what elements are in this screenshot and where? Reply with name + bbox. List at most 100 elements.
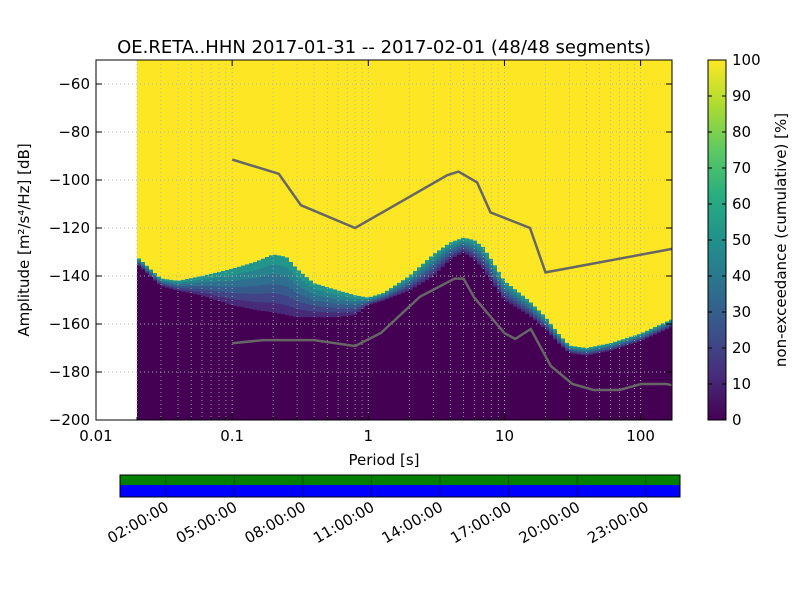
heatmap-cell-mid bbox=[196, 282, 202, 286]
heatmap-cell-mid bbox=[168, 281, 174, 284]
heatmap-cell-mid bbox=[556, 335, 562, 338]
heatmap-cell-mid bbox=[360, 298, 366, 302]
heatmap-cell-mid bbox=[552, 335, 558, 338]
heatmap-cell-mid bbox=[136, 259, 142, 262]
heatmap-cell-high bbox=[532, 60, 538, 307]
heatmap-cell-mid bbox=[348, 311, 354, 316]
heatmap-cell-low bbox=[228, 304, 234, 420]
heatmap-cell-mid bbox=[200, 285, 206, 290]
heatmap-cell-mid bbox=[508, 291, 514, 296]
heatmap-cell-mid bbox=[160, 284, 166, 287]
heatmap-cell-mid bbox=[584, 352, 590, 355]
heatmap-cell-low bbox=[656, 332, 662, 420]
heatmap-cell-mid bbox=[196, 288, 202, 293]
heatmap-cell-mid bbox=[176, 280, 182, 283]
heatmap-cell-mid bbox=[640, 333, 646, 336]
heatmap-cell-mid bbox=[572, 349, 578, 352]
heatmap-cell-mid bbox=[452, 253, 458, 258]
heatmap-cell-high bbox=[320, 60, 326, 286]
heatmap-cell-mid bbox=[404, 282, 410, 285]
heatmap-cell-mid bbox=[140, 261, 146, 264]
heatmap-cell-mid bbox=[428, 273, 434, 278]
heatmap-cell-mid bbox=[520, 305, 526, 309]
heatmap-cell-mid bbox=[532, 306, 538, 310]
heatmap-cell-low bbox=[452, 256, 458, 420]
heatmap-cell-mid bbox=[488, 276, 494, 281]
heatmap-cell-mid bbox=[372, 297, 378, 300]
heatmap-cell-mid bbox=[180, 289, 186, 292]
heatmap-cell-mid bbox=[576, 346, 582, 349]
heatmap-cell-mid bbox=[244, 300, 250, 309]
heatmap-cell-mid bbox=[528, 304, 534, 308]
heatmap-cell-mid bbox=[644, 336, 650, 339]
heatmap-cell-high bbox=[416, 60, 422, 268]
heatmap-cell-mid bbox=[556, 338, 562, 341]
heatmap-cell-low bbox=[168, 288, 174, 420]
heatmap-cell-mid bbox=[212, 281, 218, 287]
heatmap-cell-mid bbox=[272, 264, 278, 275]
heatmap-cell-mid bbox=[608, 344, 614, 346]
heatmap-cell-mid bbox=[296, 309, 302, 318]
heatmap-cell-mid bbox=[212, 277, 218, 283]
heatmap-cell-mid bbox=[140, 267, 146, 270]
heatmap-cell-mid bbox=[448, 247, 454, 251]
heatmap-cell-mid bbox=[636, 338, 642, 341]
heatmap-cell-mid bbox=[604, 347, 610, 350]
heatmap-cell-mid bbox=[552, 328, 558, 332]
heatmap-cell-mid bbox=[384, 290, 390, 293]
heatmap-cell-high bbox=[588, 60, 594, 348]
heatmap-cell-low bbox=[524, 313, 530, 420]
heatmap-cell-mid bbox=[620, 340, 626, 343]
heatmap-cell-mid bbox=[524, 301, 530, 305]
heatmap-cell-mid bbox=[532, 317, 538, 321]
heatmap-cell-mid bbox=[268, 274, 274, 284]
heatmap-cell-mid bbox=[376, 299, 382, 301]
heatmap-cell-mid bbox=[300, 273, 306, 282]
heatmap-cell-mid bbox=[656, 325, 662, 327]
heatmap-cell-low bbox=[564, 350, 570, 420]
heatmap-cell-mid bbox=[520, 308, 526, 312]
heatmap-cell-mid bbox=[628, 341, 634, 344]
heatmap-cell-mid bbox=[656, 328, 662, 331]
x-tick-label: 1 bbox=[364, 427, 374, 445]
heatmap-cell-low bbox=[224, 303, 230, 420]
heatmap-cell-mid bbox=[160, 282, 166, 285]
heatmap-cell-mid bbox=[264, 302, 270, 312]
heatmap-cell-mid bbox=[668, 322, 673, 324]
heatmap-cell-mid bbox=[668, 319, 673, 322]
heatmap-cell-mid bbox=[312, 300, 318, 307]
heatmap-cell-mid bbox=[252, 301, 258, 310]
heatmap-cell-mid bbox=[512, 292, 518, 296]
heatmap-cell-mid bbox=[212, 294, 218, 300]
heatmap-cell-mid bbox=[444, 256, 450, 260]
heatmap-cell-high bbox=[156, 60, 162, 277]
heatmap-cell-mid bbox=[408, 276, 414, 280]
heatmap-cell-mid bbox=[596, 347, 602, 350]
heatmap-cell-mid bbox=[136, 258, 142, 261]
heatmap-cell-low bbox=[552, 339, 558, 420]
heatmap-cell-mid bbox=[276, 284, 282, 295]
heatmap-cell-high bbox=[520, 60, 526, 296]
heatmap-cell-high bbox=[204, 60, 210, 275]
heatmap-cell-mid bbox=[156, 282, 162, 285]
heatmap-cell-mid bbox=[160, 281, 166, 283]
heatmap-cell-mid bbox=[464, 251, 470, 255]
heatmap-cell-mid bbox=[372, 299, 378, 301]
heatmap-cell-mid bbox=[180, 285, 186, 288]
heatmap-cell-mid bbox=[344, 311, 350, 316]
heatmap-cell-mid bbox=[200, 288, 206, 293]
heatmap-cell-low bbox=[348, 314, 354, 420]
heatmap-cell-mid bbox=[316, 300, 322, 307]
heatmap-cell-high bbox=[304, 60, 310, 278]
heatmap-cell-mid bbox=[512, 289, 518, 293]
heatmap-cell-mid bbox=[448, 253, 454, 257]
x-axis-label: Period [s] bbox=[348, 451, 419, 469]
heatmap-cell-mid bbox=[164, 283, 170, 286]
heatmap-cell-mid bbox=[164, 284, 170, 287]
heatmap-cell-mid bbox=[400, 286, 406, 289]
heatmap-cell-mid bbox=[400, 284, 406, 287]
heatmap-cell-mid bbox=[396, 290, 402, 293]
heatmap-cell-mid bbox=[592, 348, 598, 351]
heatmap-cell-mid bbox=[364, 304, 370, 307]
heatmap-cell-mid bbox=[344, 292, 350, 298]
